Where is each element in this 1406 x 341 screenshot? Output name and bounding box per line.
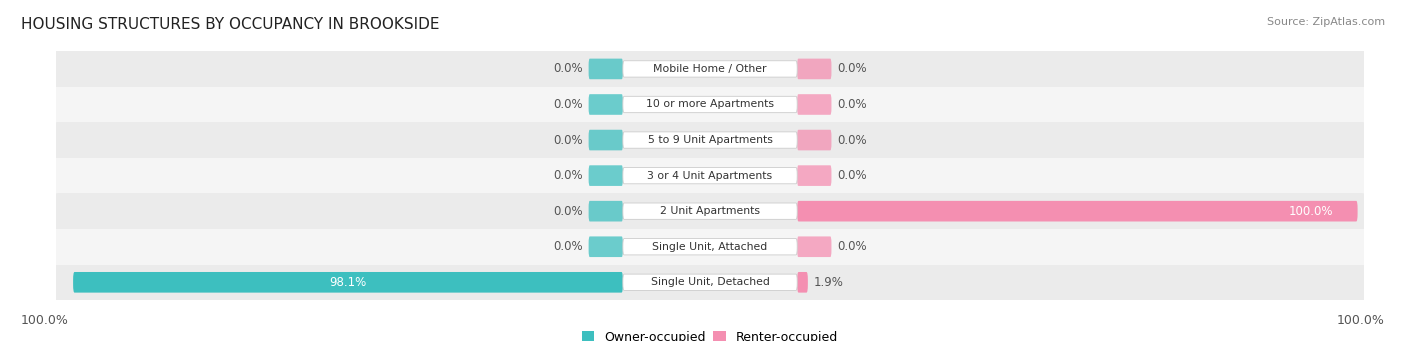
FancyBboxPatch shape — [589, 165, 623, 186]
Text: 100.0%: 100.0% — [1288, 205, 1333, 218]
FancyBboxPatch shape — [623, 239, 797, 255]
Text: 10 or more Apartments: 10 or more Apartments — [645, 100, 775, 109]
Bar — [56, 122, 1364, 158]
Text: 2 Unit Apartments: 2 Unit Apartments — [659, 206, 761, 216]
FancyBboxPatch shape — [797, 165, 831, 186]
Text: HOUSING STRUCTURES BY OCCUPANCY IN BROOKSIDE: HOUSING STRUCTURES BY OCCUPANCY IN BROOK… — [21, 17, 440, 32]
Bar — [56, 158, 1364, 193]
FancyBboxPatch shape — [589, 59, 623, 79]
Text: Mobile Home / Other: Mobile Home / Other — [654, 64, 766, 74]
FancyBboxPatch shape — [623, 96, 797, 113]
Text: Source: ZipAtlas.com: Source: ZipAtlas.com — [1267, 17, 1385, 27]
Text: 0.0%: 0.0% — [553, 240, 582, 253]
FancyBboxPatch shape — [623, 274, 797, 291]
Ellipse shape — [1355, 265, 1372, 300]
Text: 0.0%: 0.0% — [553, 205, 582, 218]
Text: 0.0%: 0.0% — [553, 62, 582, 75]
FancyBboxPatch shape — [797, 201, 1358, 222]
Text: 100.0%: 100.0% — [1337, 314, 1385, 327]
Text: 98.1%: 98.1% — [329, 276, 367, 289]
FancyBboxPatch shape — [797, 130, 831, 150]
Ellipse shape — [48, 229, 65, 265]
Text: 1.9%: 1.9% — [814, 276, 844, 289]
Bar — [56, 265, 1364, 300]
Ellipse shape — [1355, 122, 1372, 158]
FancyBboxPatch shape — [73, 272, 623, 293]
Ellipse shape — [48, 193, 65, 229]
Text: 3 or 4 Unit Apartments: 3 or 4 Unit Apartments — [648, 170, 772, 181]
FancyBboxPatch shape — [623, 132, 797, 148]
Ellipse shape — [48, 158, 65, 193]
Text: 0.0%: 0.0% — [553, 169, 582, 182]
Ellipse shape — [48, 87, 65, 122]
Text: 5 to 9 Unit Apartments: 5 to 9 Unit Apartments — [648, 135, 772, 145]
FancyBboxPatch shape — [623, 61, 797, 77]
FancyBboxPatch shape — [797, 236, 831, 257]
Text: 100.0%: 100.0% — [21, 314, 69, 327]
Text: 0.0%: 0.0% — [838, 169, 868, 182]
Text: Single Unit, Detached: Single Unit, Detached — [651, 277, 769, 287]
FancyBboxPatch shape — [589, 236, 623, 257]
FancyBboxPatch shape — [797, 59, 831, 79]
Text: 0.0%: 0.0% — [838, 240, 868, 253]
Text: 0.0%: 0.0% — [838, 98, 868, 111]
FancyBboxPatch shape — [623, 167, 797, 184]
FancyBboxPatch shape — [589, 94, 623, 115]
Ellipse shape — [1355, 158, 1372, 193]
Ellipse shape — [1355, 51, 1372, 87]
Ellipse shape — [1355, 193, 1372, 229]
Ellipse shape — [48, 265, 65, 300]
Bar — [56, 193, 1364, 229]
FancyBboxPatch shape — [589, 130, 623, 150]
FancyBboxPatch shape — [623, 203, 797, 219]
Ellipse shape — [1355, 229, 1372, 265]
Legend: Owner-occupied, Renter-occupied: Owner-occupied, Renter-occupied — [576, 326, 844, 341]
Text: 0.0%: 0.0% — [553, 98, 582, 111]
Ellipse shape — [1355, 87, 1372, 122]
FancyBboxPatch shape — [797, 272, 808, 293]
Bar — [56, 51, 1364, 87]
Text: 0.0%: 0.0% — [553, 134, 582, 147]
Bar — [56, 229, 1364, 265]
Ellipse shape — [48, 51, 65, 87]
FancyBboxPatch shape — [589, 201, 623, 222]
Ellipse shape — [48, 122, 65, 158]
FancyBboxPatch shape — [797, 94, 831, 115]
Text: Single Unit, Attached: Single Unit, Attached — [652, 242, 768, 252]
Text: 0.0%: 0.0% — [838, 134, 868, 147]
Text: 0.0%: 0.0% — [838, 62, 868, 75]
Bar — [56, 87, 1364, 122]
